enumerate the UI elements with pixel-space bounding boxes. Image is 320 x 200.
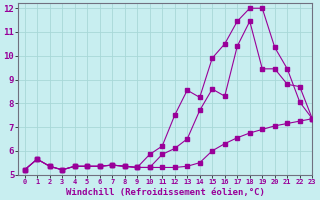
X-axis label: Windchill (Refroidissement éolien,°C): Windchill (Refroidissement éolien,°C)	[66, 188, 265, 197]
